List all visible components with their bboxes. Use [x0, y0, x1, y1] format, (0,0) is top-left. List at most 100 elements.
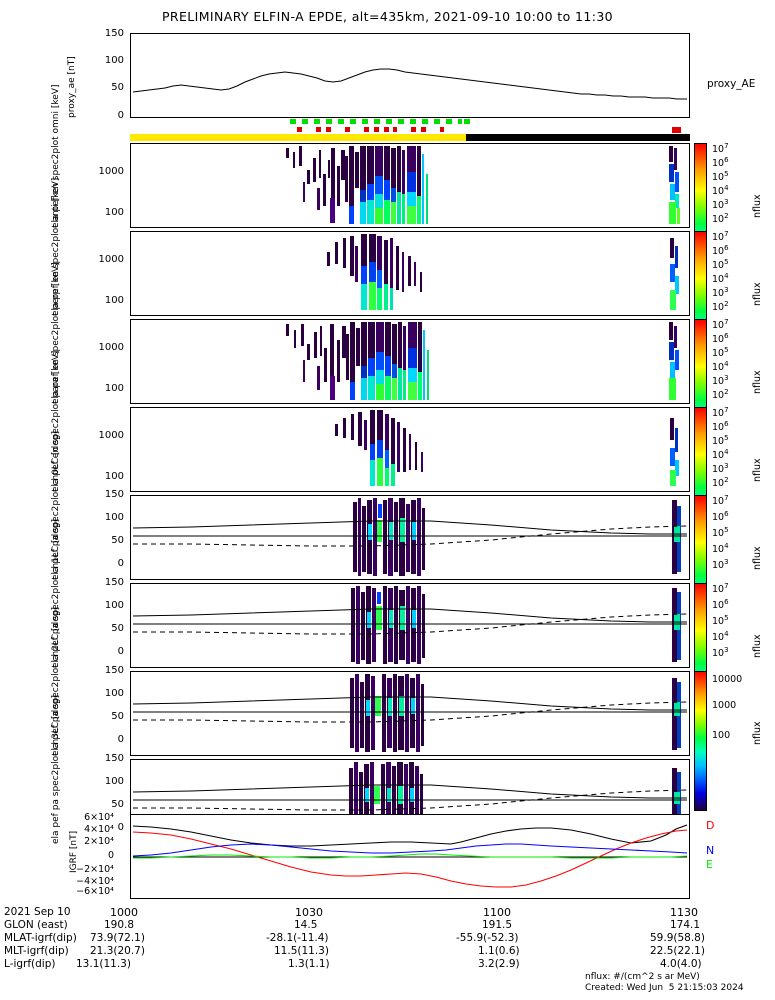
ytick-ch0lc: 100 [104, 512, 124, 523]
ytick-anti: 1000 [98, 254, 124, 265]
colorbar-tick: 105 [712, 170, 729, 184]
colorbar-tick: 1000 [712, 700, 737, 711]
created-note: Created: Wed Jun 5 21:15:03 2024 [585, 983, 744, 993]
igrf-plot [132, 824, 688, 888]
bottom-cell: -28.1(-11.4) [266, 932, 329, 944]
colorbar-tick: 107 [712, 582, 729, 596]
status-bar [130, 134, 690, 141]
colorbar-tick: 104 [712, 272, 729, 286]
perp-spectrogram-tail [669, 322, 679, 400]
green-marker-row [130, 119, 690, 125]
panel-ch0lc [130, 495, 690, 580]
colorbar-tick: 104 [712, 542, 729, 556]
panel-ylabel-ch3lc: ela pef pa spec2plot ch3LC [deg] [51, 694, 61, 844]
bottom-cell: 190.8 [104, 919, 135, 931]
bottom-cell: 3.2(2.9) [478, 958, 520, 970]
ytick-ch0lc: 150 [104, 489, 124, 500]
ytick-ch0lc: 50 [111, 535, 124, 546]
colorbar-title: nflux [752, 370, 763, 394]
ytick-igrf: 2×10⁴ [84, 836, 114, 847]
colorbar-tick: 103 [712, 462, 729, 476]
bottom-cell: 174.1 [670, 919, 701, 931]
ytick-ch3lc: 100 [104, 776, 124, 787]
ytick-igrf: −6×10⁴ [76, 886, 114, 897]
panel-ch1lc [130, 583, 690, 668]
xaxis-tick-1100: 1100 [483, 906, 511, 919]
colorbar-tick: 106 [712, 156, 729, 170]
bottom-row-label: MLT-igrf(dip) [4, 945, 69, 957]
colorbar-tick: 106 [712, 420, 729, 434]
ytick-para: 100 [104, 471, 124, 482]
bottom-cell: 14.5 [294, 919, 318, 931]
panel-proxy-ae [130, 33, 690, 118]
ytick-ch2lc: 0 [117, 734, 124, 745]
ytick-igrf: 4×10⁴ [84, 824, 114, 835]
page-title: PRELIMINARY ELFIN-A EPDE, alt=435km, 202… [161, 9, 614, 24]
ytick-igrf: −2×10⁴ [76, 864, 114, 875]
igrf-legend-e: E [706, 858, 713, 871]
colorbar-tick: 106 [712, 332, 729, 346]
ch2lc-plot [132, 674, 688, 752]
colorbar-tick: 102 [712, 476, 729, 490]
ytick-para: 1000 [98, 430, 124, 441]
panel-omni [130, 143, 690, 228]
colorbar-tick: 107 [712, 494, 729, 508]
ytick-ch0lc: 0 [117, 558, 124, 569]
igrf-legend-d: D [706, 819, 715, 832]
colorbar-tick: 102 [712, 300, 729, 314]
colorbar-tick: 104 [712, 184, 729, 198]
ytick-ch2lc: 50 [111, 711, 124, 722]
colorbar-title: nflux [752, 546, 763, 570]
ytick-igrf: 6×10⁴ [84, 812, 114, 823]
colorbar-ch3lc [694, 671, 707, 811]
ytick-anti: 100 [104, 295, 124, 306]
panel-igrf [130, 814, 690, 899]
bottom-cell: 21.3(20.7) [90, 945, 145, 957]
proxy-ae-ytick: 100 [104, 55, 124, 66]
panel-anti [130, 231, 690, 316]
proxy-ae-ytick: 50 [111, 82, 124, 93]
colorbar-tick: 100 [712, 730, 731, 741]
colorbar-tick: 107 [712, 318, 729, 332]
nflux-note: nflux: #/(cm^2 s ar MeV) [585, 972, 700, 982]
bottom-cell: -55.9(-52.3) [456, 932, 519, 944]
colorbar-tick: 103 [712, 286, 729, 300]
para-spectrogram-tail [670, 418, 679, 486]
colorbar-tick: 103 [712, 198, 729, 212]
xaxis-tick-1000: 1000 [110, 906, 138, 919]
bottom-cell: 13.1(11.3) [76, 958, 131, 970]
bottom-cell: 4.0(4.0) [660, 958, 702, 970]
colorbar-tick: 104 [712, 630, 729, 644]
bottom-cell: 11.5(11.3) [274, 945, 329, 957]
colorbar-tick: 107 [712, 230, 729, 244]
panel-para [130, 407, 690, 492]
colorbar-tick: 103 [712, 646, 729, 660]
bottom-cell: 1.3(1.1) [288, 958, 330, 970]
colorbar-tick: 106 [712, 244, 729, 258]
ytick-ch1lc: 150 [104, 577, 124, 588]
colorbar-tick: 106 [712, 510, 729, 524]
bottom-row-label: GLON (east) [4, 919, 68, 931]
red-marker-row [130, 127, 690, 133]
panel-ch2lc [130, 671, 690, 756]
para-spectrogram [335, 410, 423, 486]
ytick-omni: 100 [104, 207, 124, 218]
bottom-cell: 59.9(58.8) [650, 932, 705, 944]
colorbar-tick: 105 [712, 434, 729, 448]
colorbar-tick: 103 [712, 558, 729, 572]
colorbar-tick: 103 [712, 374, 729, 388]
ytick-ch3lc: 150 [104, 753, 124, 764]
bottom-row-label: 2021 Sep 10 [4, 906, 71, 918]
ytick-ch3lc: 0 [117, 822, 124, 833]
bottom-cell: 73.9(72.1) [90, 932, 145, 944]
bottom-cell: 191.5 [482, 919, 513, 931]
colorbar-tick: 102 [712, 388, 729, 402]
colorbar-title: nflux [752, 194, 763, 218]
xaxis-tick-1030: 1030 [295, 906, 323, 919]
ytick-ch1lc: 0 [117, 646, 124, 657]
proxy-ae-ytick: 150 [104, 28, 124, 39]
ytick-ch1lc: 50 [111, 623, 124, 634]
bottom-row-label: MLAT-igrf(dip) [4, 932, 77, 944]
ch1lc-plot [132, 586, 688, 664]
ytick-ch2lc: 150 [104, 665, 124, 676]
